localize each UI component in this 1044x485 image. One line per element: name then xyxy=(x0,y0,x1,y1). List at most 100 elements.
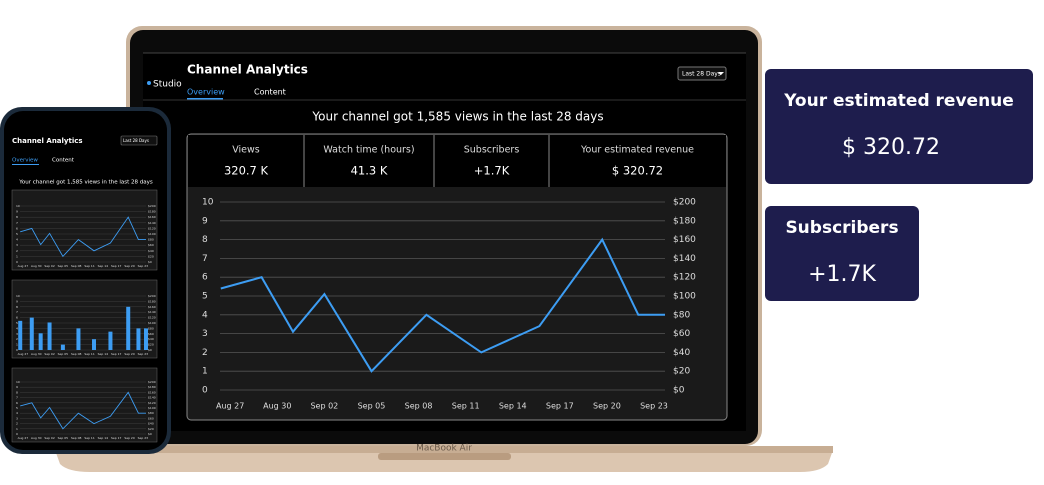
y2-tick-label: $0 xyxy=(148,348,152,352)
y-tick-label: 8 xyxy=(16,215,18,219)
y-tick-label: 7 xyxy=(16,310,18,314)
y2-tick-label: $80 xyxy=(148,326,154,330)
y-tick-label: 6 xyxy=(202,273,208,283)
y2-tick-label: $40 xyxy=(148,422,154,426)
y-tick-label: 6 xyxy=(16,401,18,405)
y-tick-label: 4 xyxy=(16,238,18,242)
y2-tick-label: $100 xyxy=(148,406,156,410)
y-tick-label: 3 xyxy=(16,332,18,336)
y-tick-label: 2 xyxy=(202,348,208,358)
y-tick-label: 6 xyxy=(16,226,18,230)
phone-range-label[interactable]: Last 28 Days xyxy=(123,138,149,143)
y-tick-label: 2 xyxy=(16,337,18,341)
y-tick-label: 0 xyxy=(16,432,18,436)
device-name: MacBook Air xyxy=(416,444,472,454)
range-label[interactable]: Last 28 Days xyxy=(682,71,721,78)
phone-tab-indicator xyxy=(12,164,39,165)
phone-tab[interactable]: Content xyxy=(52,158,75,164)
y2-tick-label: $60 xyxy=(148,332,154,336)
y-tick-label: 5 xyxy=(16,406,18,410)
x-tick-label: Sep 08 xyxy=(71,352,82,356)
y-tick-label: 1 xyxy=(202,367,208,377)
y-tick-label: 10 xyxy=(16,204,20,208)
bar xyxy=(144,328,148,350)
subscribers-card xyxy=(765,206,919,301)
card-value: $ 320.72 xyxy=(842,135,940,160)
range-caret xyxy=(718,72,724,75)
y2-tick-label: $40 xyxy=(148,249,154,253)
y2-tick-label: $20 xyxy=(148,427,154,431)
stat-value: 320.7 K xyxy=(224,164,269,178)
y2-tick-label: $100 xyxy=(673,292,696,302)
app-title: Channel Analytics xyxy=(187,63,308,77)
x-tick-label: Sep 17 xyxy=(111,436,122,440)
y2-tick-label: $0 xyxy=(148,260,152,264)
y-tick-label: 2 xyxy=(16,249,18,253)
x-tick-label: Sep 20 xyxy=(124,352,135,356)
range-select[interactable] xyxy=(677,66,727,81)
x-tick-label: Sep 08 xyxy=(405,402,433,411)
x-tick-label: Aug 30 xyxy=(31,264,42,268)
y-tick-label: 1 xyxy=(16,254,18,258)
stat-value: 41.3 K xyxy=(351,164,388,178)
y-tick-label: 0 xyxy=(202,386,208,396)
y2-tick-label: $140 xyxy=(148,221,156,225)
studio-dot xyxy=(147,81,151,85)
y-tick-label: 7 xyxy=(202,254,208,264)
phone-title: Channel Analytics xyxy=(12,137,83,145)
y-tick-label: 5 xyxy=(16,321,18,325)
y2-tick-label: $200 xyxy=(148,204,156,208)
y-tick-label: 8 xyxy=(16,390,18,394)
x-tick-label: Sep 11 xyxy=(452,402,480,411)
y2-tick-label: $120 xyxy=(673,273,696,283)
x-tick-label: Aug 27 xyxy=(18,436,29,440)
x-tick-label: Sep 11 xyxy=(84,264,95,268)
tab-content[interactable]: Content xyxy=(254,88,286,97)
x-tick-label: Sep 08 xyxy=(71,436,82,440)
phone-tab[interactable]: Overview xyxy=(12,158,38,164)
y2-tick-label: $160 xyxy=(148,390,156,394)
x-tick-label: Sep 11 xyxy=(84,352,95,356)
tab-overview[interactable]: Overview xyxy=(187,88,225,97)
y-tick-label: 3 xyxy=(202,329,208,339)
headline: Your channel got 1,585 views in the last… xyxy=(311,110,603,124)
x-tick-label: Sep 05 xyxy=(58,352,69,356)
x-tick-label: Sep 20 xyxy=(124,264,135,268)
y-tick-label: 9 xyxy=(16,210,18,214)
y2-tick-label: $140 xyxy=(673,254,696,264)
y2-tick-label: $20 xyxy=(673,367,690,377)
x-tick-label: Sep 11 xyxy=(84,436,95,440)
x-tick-label: Aug 30 xyxy=(31,352,42,356)
x-tick-label: Sep 08 xyxy=(71,264,82,268)
phone-panel xyxy=(11,367,158,443)
phone-range[interactable] xyxy=(120,135,158,146)
y2-tick-label: $180 xyxy=(148,385,156,389)
x-tick-label: Aug 27 xyxy=(18,352,29,356)
stat-label: Your estimated revenue xyxy=(580,145,694,156)
tab-indicator xyxy=(187,98,223,100)
line-series xyxy=(20,391,146,430)
y-tick-label: 4 xyxy=(202,310,208,320)
x-tick-label: Sep 05 xyxy=(58,264,69,268)
y2-tick-label: $160 xyxy=(148,305,156,309)
card-label: Subscribers xyxy=(785,218,898,238)
x-tick-label: Sep 14 xyxy=(98,436,109,440)
stat-value: $ 320.72 xyxy=(612,164,663,178)
y-tick-label: 10 xyxy=(202,198,214,208)
bar xyxy=(60,344,65,350)
y2-tick-label: $120 xyxy=(148,316,156,320)
laptop-notch xyxy=(378,453,511,460)
y2-tick-label: $160 xyxy=(673,235,696,245)
y2-tick-label: $0 xyxy=(148,432,152,436)
y-tick-label: 4 xyxy=(16,411,18,415)
x-tick-label: Sep 02 xyxy=(310,402,338,411)
y2-tick-label: $160 xyxy=(148,215,156,219)
revenue-card xyxy=(765,69,1033,184)
y2-tick-label: $60 xyxy=(673,329,690,339)
x-tick-label: Sep 17 xyxy=(546,402,574,411)
y-tick-label: 8 xyxy=(16,305,18,309)
bar xyxy=(47,322,52,350)
y2-tick-label: $200 xyxy=(148,294,156,298)
phone-panel xyxy=(11,189,158,271)
y-tick-label: 9 xyxy=(202,216,208,226)
